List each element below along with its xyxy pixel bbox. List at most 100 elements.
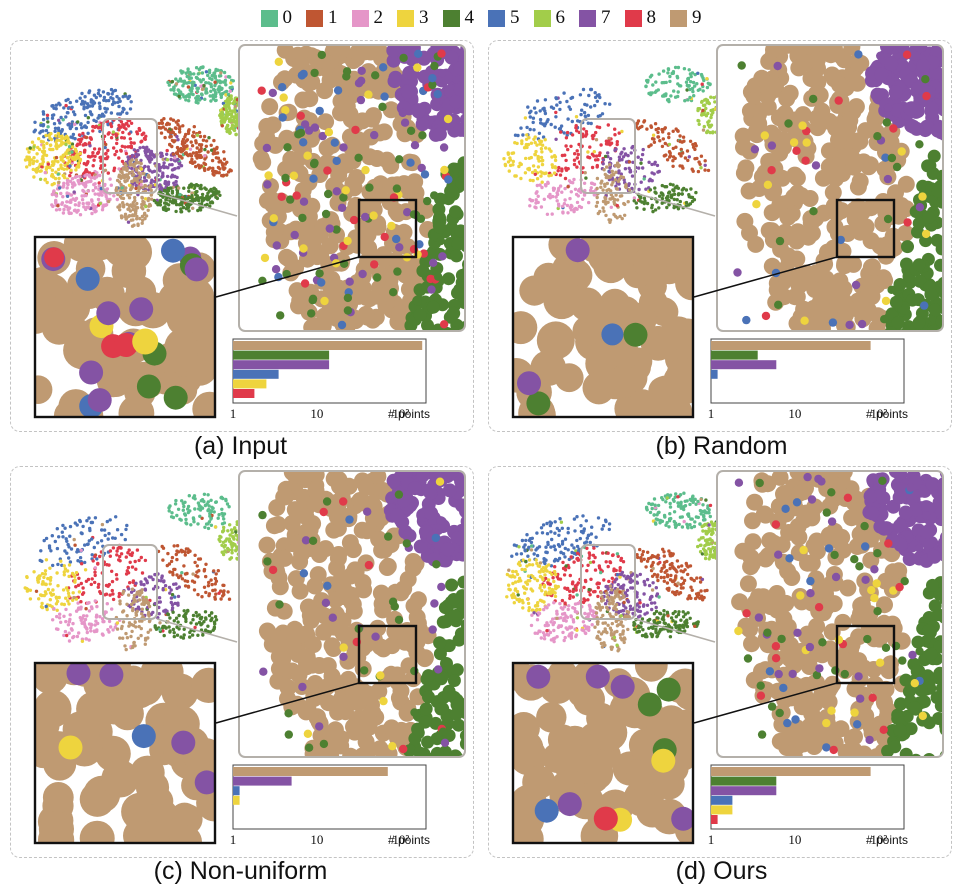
- scatter-point: [65, 178, 70, 183]
- scatter-point: [583, 171, 587, 175]
- scatter-point: [595, 165, 599, 169]
- scatter-point: [128, 581, 132, 585]
- scatter-point: [608, 218, 613, 222]
- scatter-point: [174, 552, 178, 557]
- scatter-point: [187, 189, 191, 193]
- legend-label: 8: [646, 7, 657, 28]
- scatter-point: [55, 599, 60, 604]
- scatter-point: [593, 103, 597, 108]
- scatter-point: [417, 163, 426, 173]
- scatter-point: [55, 546, 60, 551]
- scatter-point: [835, 292, 853, 310]
- scatter-point: [299, 138, 308, 147]
- scatter-point: [663, 141, 667, 146]
- scatter-point: [750, 115, 768, 133]
- scatter-point: [414, 49, 423, 58]
- scatter-point: [623, 213, 627, 217]
- bar-class-5: [711, 369, 718, 379]
- scatter-point: [889, 295, 903, 309]
- scatter-point: [45, 141, 49, 146]
- scatter-point: [122, 136, 127, 140]
- scatter-point: [76, 548, 80, 552]
- scatter-point: [229, 556, 234, 560]
- scatter-point: [540, 159, 544, 163]
- scatter-point: [128, 552, 132, 557]
- scatter-point: [190, 161, 195, 165]
- scatter-point: [89, 137, 94, 141]
- scatter-point: [134, 168, 139, 172]
- scatter-point: [172, 174, 176, 179]
- scatter-point: [442, 272, 456, 286]
- scatter-point: [608, 166, 612, 170]
- scatter-point: [888, 85, 903, 100]
- scatter-point: [128, 560, 132, 564]
- scatter-point: [455, 176, 465, 190]
- scatter-point: [80, 137, 84, 141]
- scatter-point: [147, 148, 151, 152]
- legend-label: 3: [419, 7, 429, 28]
- scatter-point: [74, 196, 79, 201]
- scatter-point: [660, 201, 664, 205]
- scatter-point: [126, 124, 131, 128]
- scatter-point: [66, 97, 70, 102]
- scatter-point: [669, 193, 673, 197]
- scatter-point: [789, 223, 807, 241]
- scatter-point: [183, 500, 187, 504]
- scatter-point: [86, 131, 90, 135]
- scatter-point: [619, 152, 623, 156]
- scatter-point: [107, 582, 112, 587]
- scatter-point: [174, 126, 178, 131]
- scatter-point: [369, 218, 387, 236]
- scatter-point: [98, 94, 103, 98]
- scatter-point: [117, 123, 121, 128]
- scatter-point: [411, 103, 426, 118]
- scatter-point: [165, 158, 170, 162]
- scatter-point: [553, 155, 558, 159]
- scatter-point: [80, 531, 84, 536]
- scatter-point: [928, 303, 942, 317]
- scatter-point: [136, 223, 140, 228]
- scatter-point: [184, 203, 189, 207]
- scatter-point: [50, 160, 55, 164]
- scatter-point: [42, 146, 46, 150]
- scatter-point: [95, 557, 99, 561]
- scatter-point: [323, 166, 332, 175]
- scatter-point: [151, 587, 156, 591]
- scatter-point: [206, 150, 210, 154]
- scatter-point: [822, 46, 840, 64]
- scatter-point: [169, 186, 173, 190]
- scatter-point: [652, 172, 656, 176]
- scatter-point: [77, 133, 82, 137]
- scatter-point: [523, 116, 528, 120]
- scatter-point: [84, 193, 88, 198]
- scatter-point: [503, 162, 507, 167]
- scatter-point: [91, 164, 95, 168]
- scatter-point: [172, 582, 176, 586]
- scatter-point: [65, 167, 69, 171]
- scatter-point: [209, 143, 213, 147]
- scatter-point: [199, 183, 203, 188]
- scatter-point: [222, 150, 226, 154]
- scatter-point: [221, 594, 225, 598]
- scatter-point: [97, 582, 101, 587]
- scatter-point: [65, 551, 69, 555]
- scatter-point: [173, 595, 177, 599]
- scatter-point: [566, 117, 570, 121]
- scatter-point: [45, 116, 50, 121]
- scatter-point: [332, 156, 341, 166]
- scatter-point: [601, 162, 605, 166]
- scatter-point: [613, 197, 617, 202]
- scatter-point: [709, 108, 713, 113]
- scatter-point: [587, 200, 591, 205]
- scatter-point: [784, 119, 793, 128]
- scatter-point: [111, 546, 116, 550]
- scatter-point: [222, 589, 226, 593]
- scatter-point: [142, 131, 146, 135]
- scatter-point: [604, 213, 608, 218]
- scatter-point: [61, 535, 65, 539]
- bar-class-7: [711, 360, 777, 370]
- scatter-point: [558, 100, 562, 105]
- scatter-point: [130, 170, 134, 174]
- scatter-point: [683, 156, 688, 160]
- scatter-point: [91, 125, 95, 129]
